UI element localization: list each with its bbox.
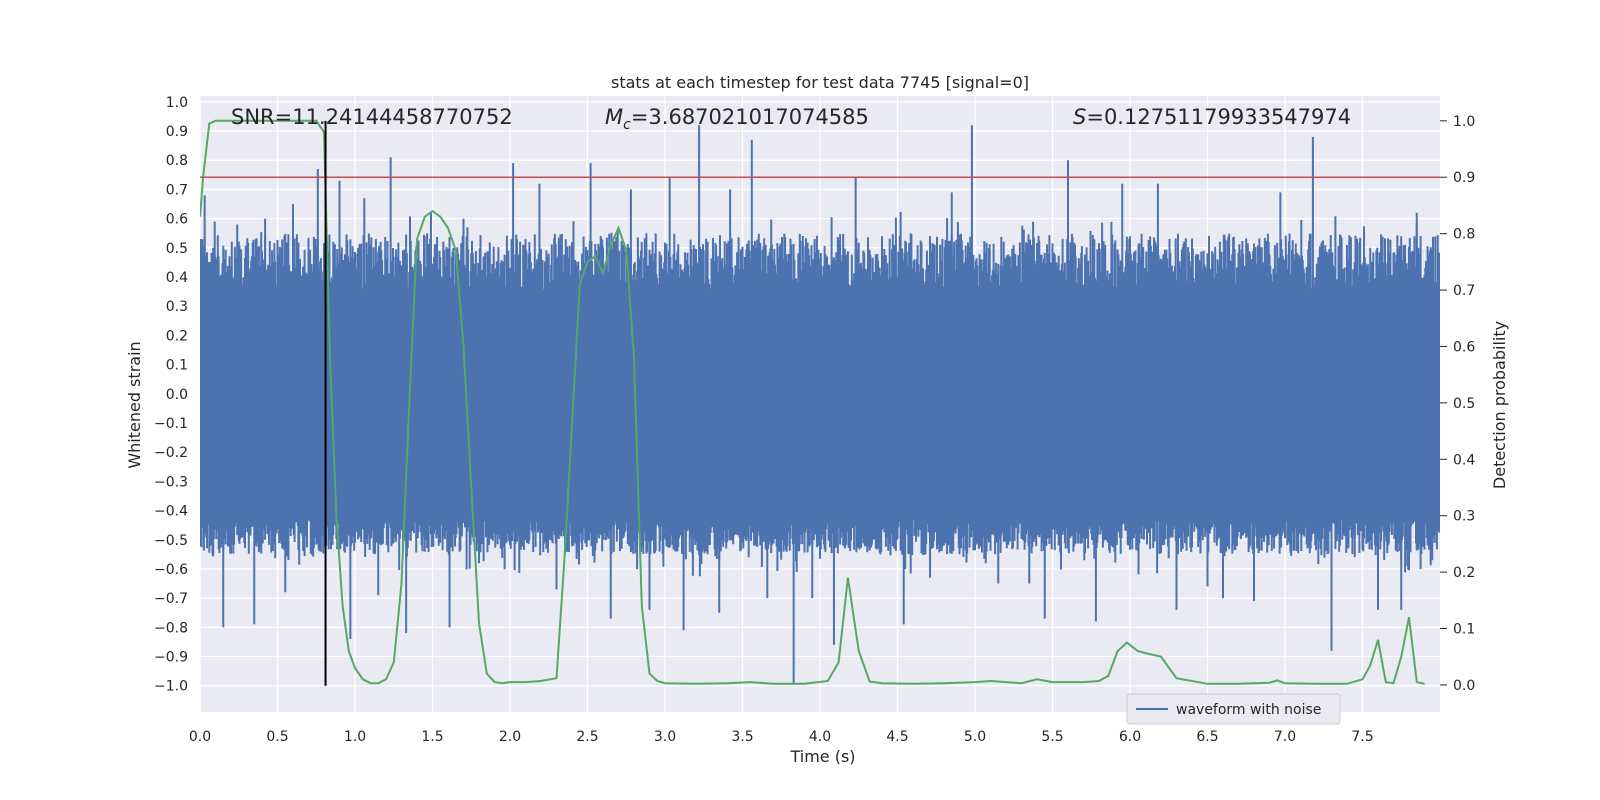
y2-axis-ticks: 1.0 0.9 0.8 0.7 0.6 0.5 0.4 0.3 0.2 0.1 0.0 <box>1440 114 1475 694</box>
x-tick-label: 1.5 <box>421 729 443 745</box>
y-tick-label: 0.0 <box>166 387 188 403</box>
y2-tick-label: 0.9 <box>1453 170 1475 186</box>
x-tick-label: 2.5 <box>576 729 598 745</box>
y-axis-label: Whitened strain <box>125 341 144 468</box>
s-value: =0.12751179933547974 <box>1086 105 1351 129</box>
y-tick-label: −0.4 <box>154 504 188 520</box>
y-tick-label: −0.8 <box>154 620 188 636</box>
snr-annotation: SNR=11.24144458770752 <box>231 105 513 129</box>
y2-tick-label: 0.0 <box>1453 678 1475 694</box>
y-tick-label: −0.9 <box>154 650 188 666</box>
probability-series <box>200 119 1425 685</box>
y2-axis-label: Detection probability <box>1490 321 1509 489</box>
y-tick-label: −0.2 <box>154 445 188 461</box>
x-tick-label: 0.0 <box>189 729 211 745</box>
overlay-lines <box>200 120 1440 686</box>
y-tick-label: −0.6 <box>154 562 188 578</box>
y-tick-label: 0.1 <box>166 358 188 374</box>
y2-tick-label: 0.1 <box>1453 622 1475 638</box>
x-axis-ticks: 0.0 0.5 1.0 1.5 2.0 2.5 3.0 3.5 4.0 4.5 5.0 5.5 6.0 6… <box>189 729 1374 745</box>
mc-subscript: c <box>623 117 631 133</box>
x-tick-label: 3.5 <box>731 729 753 745</box>
y-tick-label: −0.1 <box>154 416 188 432</box>
x-tick-label: 2.0 <box>499 729 521 745</box>
y-tick-label: 0.8 <box>166 153 188 169</box>
probability-line <box>200 119 1425 685</box>
x-tick-label: 1.0 <box>344 729 366 745</box>
x-tick-label: 4.0 <box>809 729 831 745</box>
mc-annotation: Mc=3.687021017074585 <box>605 105 869 133</box>
y-tick-label: 0.7 <box>166 182 188 198</box>
legend-box <box>1126 693 1341 725</box>
y2-tick-label: 0.6 <box>1453 339 1475 355</box>
y2-tick-label: 1.0 <box>1453 114 1475 130</box>
y-tick-label: 0.2 <box>166 328 188 344</box>
y2-tick-label: 0.4 <box>1453 452 1475 468</box>
x-tick-label: 5.5 <box>1041 729 1063 745</box>
s-symbol: S <box>1073 105 1086 129</box>
x-tick-label: 7.0 <box>1274 729 1296 745</box>
x-tick-label: 3.0 <box>654 729 676 745</box>
legend-label: waveform with noise <box>1176 702 1321 718</box>
y-tick-label: 0.3 <box>166 299 188 315</box>
mc-value: =3.687021017074585 <box>631 105 869 129</box>
legend: waveform with noise <box>1126 693 1341 725</box>
y-tick-label: 1.0 <box>166 95 188 111</box>
y2-tick-label: 0.5 <box>1453 396 1475 412</box>
x-tick-label: 0.5 <box>266 729 288 745</box>
x-tick-label: 7.5 <box>1351 729 1373 745</box>
y-axis-ticks: 1.0 0.9 0.8 0.7 0.6 0.5 0.4 0.3 0.2 0.1 0.0 −0.1 −0.… <box>154 95 188 695</box>
y2-tick-label: 0.2 <box>1453 565 1475 581</box>
s-annotation: S=0.12751179933547974 <box>1073 105 1351 129</box>
x-tick-label: 6.5 <box>1196 729 1218 745</box>
y-tick-label: −0.3 <box>154 474 188 490</box>
waveform-noise <box>200 212 1440 577</box>
mc-symbol: M <box>605 105 623 129</box>
y2-tick-label: 0.3 <box>1453 509 1475 525</box>
plot-area <box>199 96 1440 712</box>
y-tick-label: 0.6 <box>166 212 188 228</box>
x-tick-label: 5.0 <box>964 729 986 745</box>
y-tick-label: 0.4 <box>166 270 188 286</box>
y2-tick-label: 0.8 <box>1453 227 1475 243</box>
x-tick-label: 6.0 <box>1119 729 1141 745</box>
waveform-series <box>200 125 1440 683</box>
y-tick-label: −1.0 <box>154 679 188 695</box>
x-axis-label: Time (s) <box>789 747 855 766</box>
y-tick-label: −0.7 <box>154 591 188 607</box>
y-tick-label: 0.9 <box>166 124 188 140</box>
y-tick-label: −0.5 <box>154 533 188 549</box>
y-tick-label: 0.5 <box>166 241 188 257</box>
x-tick-label: 4.5 <box>886 729 908 745</box>
chart-title: stats at each timestep for test data 774… <box>611 73 1029 92</box>
y2-tick-label: 0.7 <box>1453 283 1475 299</box>
